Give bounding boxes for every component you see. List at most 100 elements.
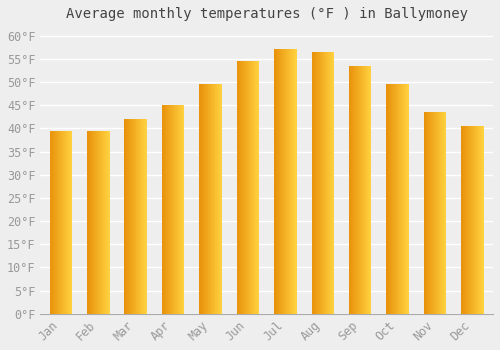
Bar	[63, 131, 64, 314]
Bar	[444, 112, 445, 314]
Bar	[176, 105, 177, 314]
Bar	[210, 84, 212, 314]
Bar	[138, 119, 140, 314]
Bar	[131, 119, 132, 314]
Bar	[440, 112, 441, 314]
Bar	[387, 84, 388, 314]
Bar	[357, 66, 358, 314]
Bar	[251, 61, 252, 314]
Bar	[429, 112, 430, 314]
Bar	[282, 49, 283, 314]
Bar	[109, 131, 110, 314]
Bar	[470, 126, 471, 314]
Bar	[215, 84, 216, 314]
Bar	[180, 105, 182, 314]
Bar	[354, 66, 355, 314]
Bar	[67, 131, 68, 314]
Bar	[103, 131, 104, 314]
Bar	[141, 119, 142, 314]
Bar	[164, 105, 165, 314]
Bar	[426, 112, 427, 314]
Bar	[248, 61, 250, 314]
Bar	[166, 105, 167, 314]
Bar	[177, 105, 178, 314]
Bar	[325, 52, 326, 314]
Bar	[244, 61, 245, 314]
Bar	[135, 119, 136, 314]
Bar	[314, 52, 316, 314]
Bar	[427, 112, 428, 314]
Bar	[396, 84, 397, 314]
Bar	[87, 131, 110, 314]
Bar	[312, 52, 334, 314]
Bar	[213, 84, 214, 314]
Bar	[182, 105, 183, 314]
Bar	[51, 131, 52, 314]
Bar	[277, 49, 278, 314]
Bar	[236, 61, 259, 314]
Bar	[52, 131, 54, 314]
Bar	[280, 49, 281, 314]
Bar	[93, 131, 94, 314]
Bar	[386, 84, 387, 314]
Bar	[400, 84, 402, 314]
Bar	[480, 126, 482, 314]
Bar	[216, 84, 218, 314]
Bar	[91, 131, 92, 314]
Bar	[471, 126, 472, 314]
Bar	[355, 66, 356, 314]
Bar	[430, 112, 432, 314]
Bar	[324, 52, 325, 314]
Bar	[284, 49, 286, 314]
Bar	[245, 61, 246, 314]
Bar	[136, 119, 137, 314]
Bar	[472, 126, 473, 314]
Bar	[124, 119, 147, 314]
Bar	[369, 66, 370, 314]
Bar	[438, 112, 439, 314]
Bar	[170, 105, 171, 314]
Bar	[404, 84, 405, 314]
Bar	[88, 131, 90, 314]
Bar	[405, 84, 406, 314]
Bar	[467, 126, 468, 314]
Bar	[360, 66, 361, 314]
Bar	[370, 66, 372, 314]
Bar	[57, 131, 58, 314]
Bar	[96, 131, 97, 314]
Bar	[367, 66, 368, 314]
Bar	[58, 131, 59, 314]
Bar	[445, 112, 446, 314]
Bar	[322, 52, 323, 314]
Bar	[276, 49, 277, 314]
Bar	[253, 61, 254, 314]
Bar	[361, 66, 362, 314]
Bar	[206, 84, 207, 314]
Bar	[473, 126, 474, 314]
Bar	[179, 105, 180, 314]
Bar	[174, 105, 176, 314]
Bar	[55, 131, 56, 314]
Bar	[219, 84, 220, 314]
Bar	[424, 112, 446, 314]
Bar	[312, 52, 313, 314]
Bar	[433, 112, 434, 314]
Bar	[435, 112, 436, 314]
Bar	[462, 126, 483, 314]
Bar	[476, 126, 477, 314]
Bar	[69, 131, 70, 314]
Bar	[171, 105, 172, 314]
Bar	[351, 66, 352, 314]
Bar	[165, 105, 166, 314]
Bar	[398, 84, 399, 314]
Bar	[386, 84, 409, 314]
Bar	[221, 84, 222, 314]
Bar	[140, 119, 141, 314]
Bar	[50, 131, 51, 314]
Bar	[130, 119, 131, 314]
Bar	[257, 61, 258, 314]
Bar	[105, 131, 106, 314]
Bar	[202, 84, 203, 314]
Bar	[295, 49, 296, 314]
Bar	[102, 131, 103, 314]
